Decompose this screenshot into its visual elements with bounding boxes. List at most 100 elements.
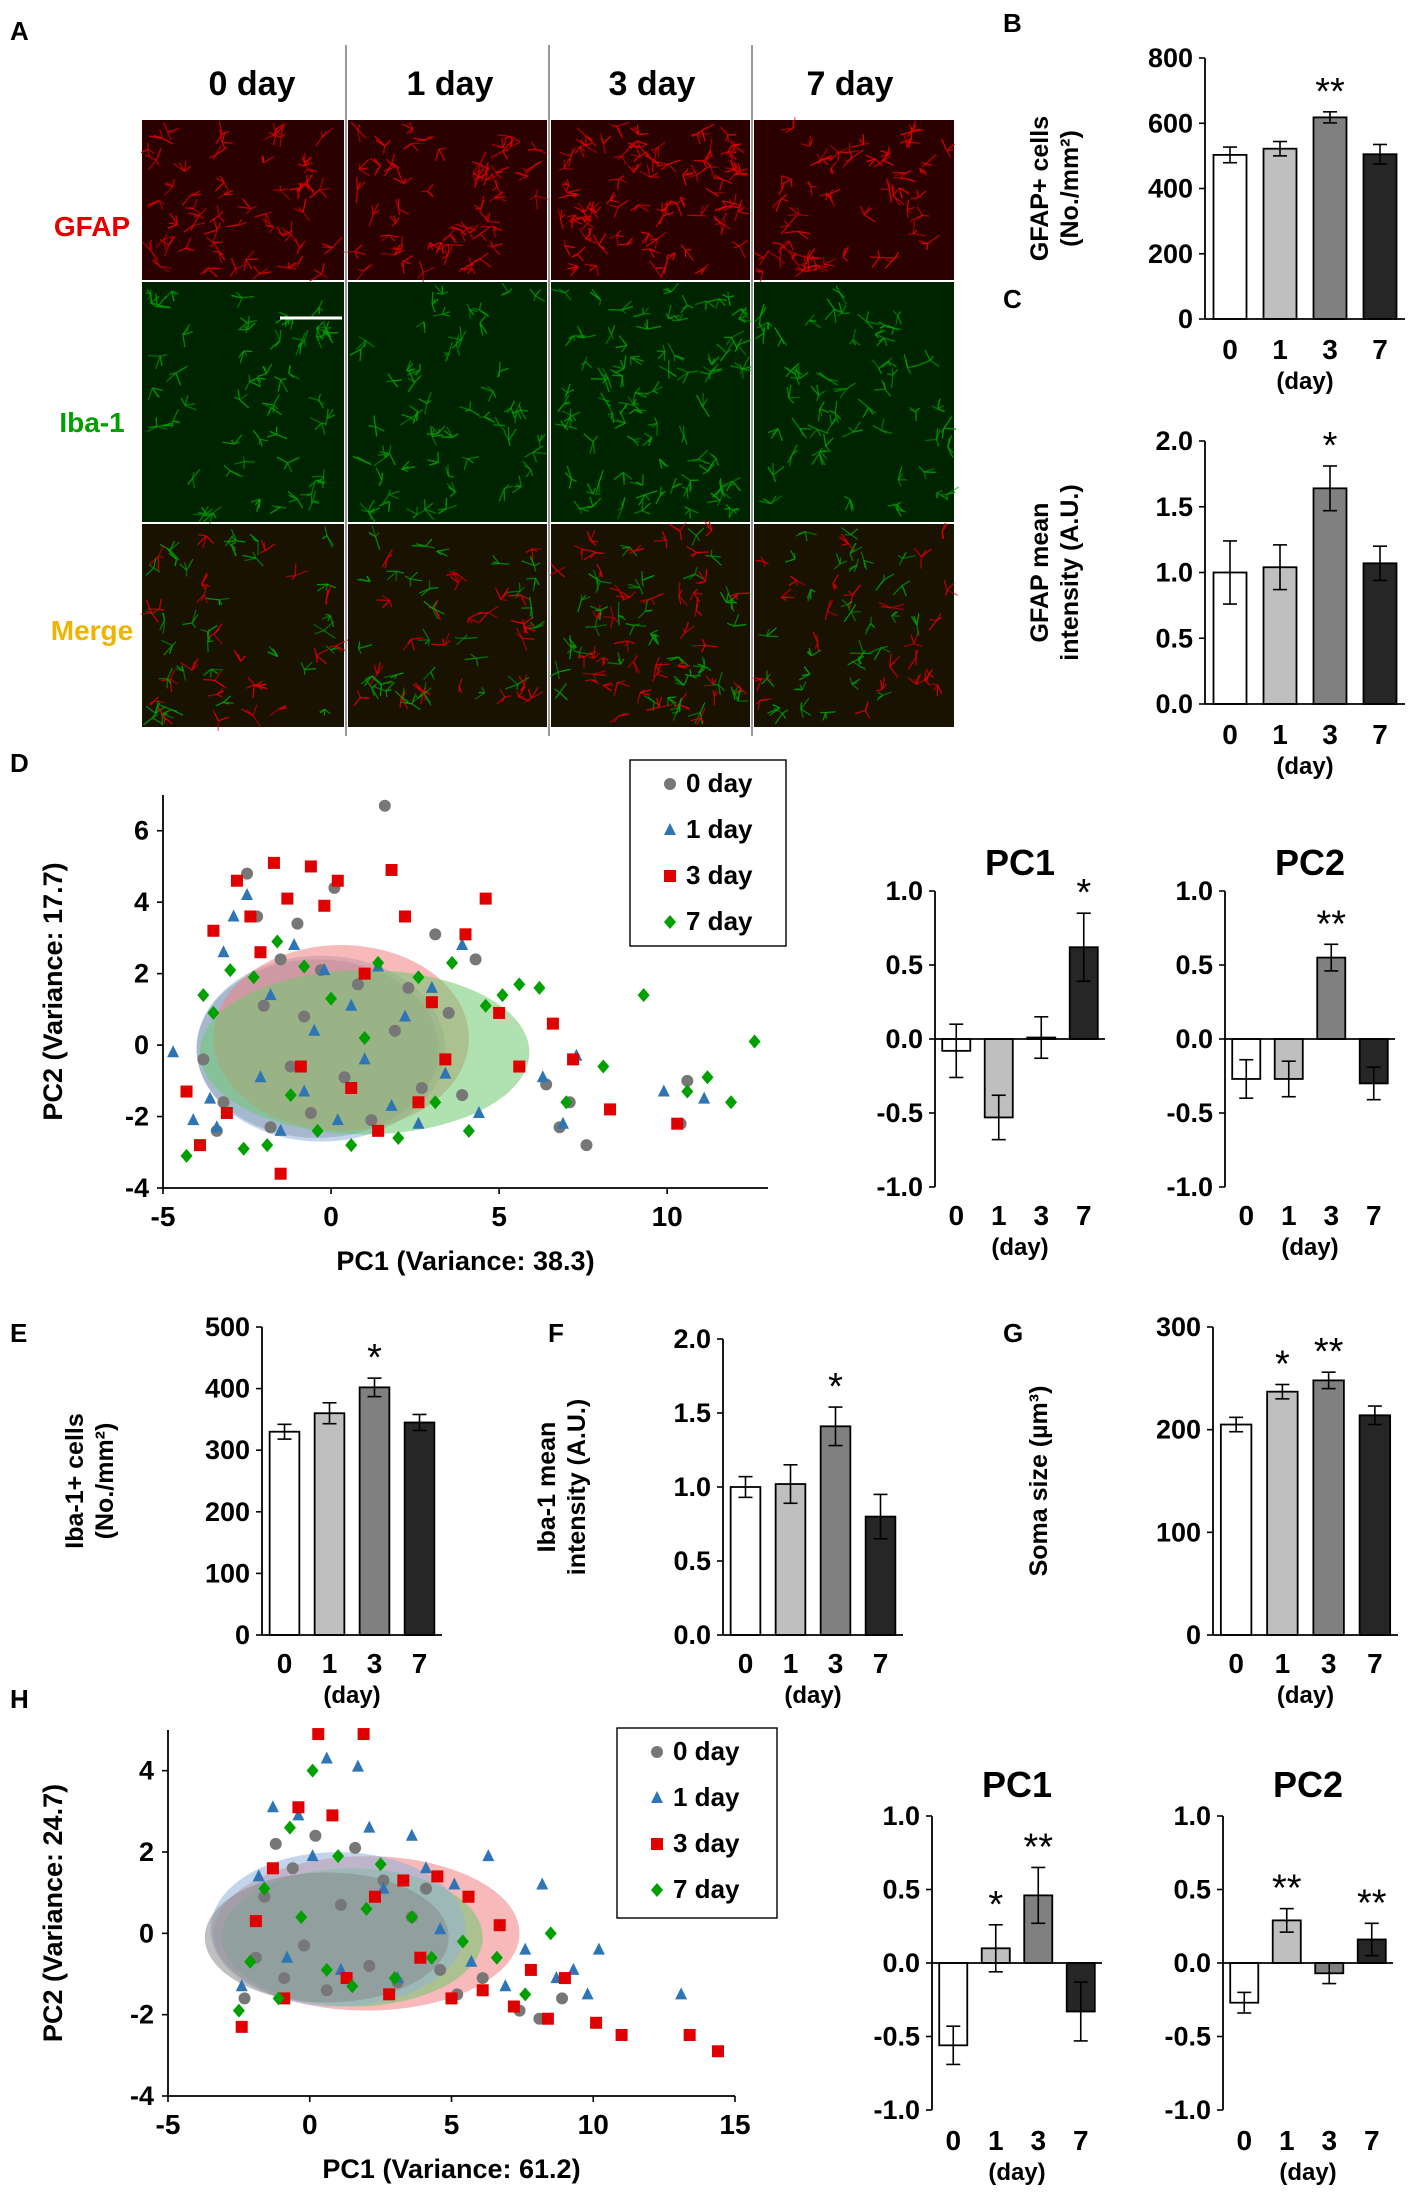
cell-process (409, 405, 418, 412)
cell-process (188, 212, 200, 217)
cell-process (288, 372, 300, 380)
cell-process (753, 316, 761, 323)
cell-process (593, 652, 600, 659)
cell-process (507, 590, 521, 593)
cell-process (687, 711, 701, 718)
point-triangle (281, 1950, 294, 1963)
point-square (235, 2020, 248, 2033)
cell-process (306, 181, 315, 195)
cell-process (169, 541, 180, 551)
cell-process (432, 313, 443, 317)
cell-process (823, 433, 827, 447)
cell-process (534, 161, 542, 166)
cell-process (494, 197, 507, 202)
cell-process (833, 563, 841, 570)
cell-process (165, 372, 177, 383)
cell-process (857, 656, 861, 667)
cell-process (280, 379, 289, 393)
cell-process (809, 428, 818, 438)
cell-process (876, 337, 885, 347)
cell-process (169, 540, 175, 551)
cell-process (753, 677, 762, 680)
point-square (462, 1890, 475, 1903)
cell-process (272, 122, 277, 134)
cell-process (884, 324, 899, 331)
point-triangle (351, 1759, 364, 1772)
cell-process (478, 302, 482, 311)
cell-process (884, 388, 892, 397)
cell-process (824, 308, 835, 321)
cell-process (532, 548, 538, 552)
cell-process (566, 383, 571, 394)
cell-process (901, 585, 907, 597)
cell-process (880, 152, 890, 158)
tick-label-x: 1 (1275, 1648, 1291, 1679)
cell-process (592, 435, 599, 443)
cell-process (709, 138, 713, 151)
cell-process (592, 497, 602, 508)
point-circle (365, 1114, 378, 1127)
cell-process (182, 622, 193, 626)
cell-process (809, 319, 822, 329)
cell-process (946, 486, 960, 495)
cell-process (313, 647, 318, 656)
cell-process (239, 350, 245, 364)
cell-process (223, 182, 229, 190)
significance-marker: ** (1357, 1882, 1387, 1924)
cell-process (468, 309, 471, 320)
cell-process (418, 398, 428, 405)
cell-process (644, 432, 653, 438)
cell-process (852, 328, 857, 340)
point-circle (469, 953, 482, 966)
cell-process (610, 334, 614, 340)
cell-process (684, 506, 690, 510)
cell-process (594, 551, 601, 555)
cell-process (941, 493, 948, 496)
cell-process (780, 588, 792, 598)
cell-process (269, 430, 277, 436)
cell-process (627, 660, 634, 668)
cell-process (259, 268, 268, 275)
cell-process (384, 164, 392, 177)
cell-process (722, 200, 735, 205)
cell-process (589, 496, 594, 507)
cell-process (615, 344, 627, 349)
cell-process (302, 211, 311, 222)
point-diamond (490, 1950, 503, 1965)
point-triangle (204, 1091, 217, 1104)
cell-process (863, 560, 868, 570)
cell-process (169, 678, 178, 685)
cell-process (626, 435, 634, 441)
cell-process (655, 215, 664, 228)
cell-process (492, 554, 500, 564)
point-triangle (536, 1070, 549, 1083)
cell-process (244, 557, 257, 562)
cell-process (589, 651, 595, 659)
cell-process (143, 717, 154, 726)
cell-process (468, 227, 476, 231)
cell-process (426, 183, 434, 192)
cell-process (871, 257, 881, 268)
cell-process (240, 655, 246, 662)
cell-process (269, 506, 281, 514)
cell-process (730, 365, 743, 370)
cell-process (734, 163, 741, 172)
cell-process (705, 666, 712, 672)
cell-process (183, 160, 187, 172)
cell-process (200, 267, 209, 275)
cell-process (835, 553, 841, 565)
cell-process (158, 199, 165, 205)
cell-process (940, 427, 945, 434)
cell-process (577, 599, 582, 613)
cell-process (702, 406, 710, 417)
cell-process (614, 682, 619, 691)
significance-marker: ** (1316, 903, 1346, 945)
cell-process (491, 186, 498, 192)
cell-process (630, 355, 641, 358)
cell-process (193, 198, 198, 209)
cell-process (881, 645, 888, 649)
cell-process (210, 242, 215, 248)
cell-process (877, 694, 884, 699)
cell-process (170, 421, 174, 429)
cell-process (442, 234, 451, 242)
